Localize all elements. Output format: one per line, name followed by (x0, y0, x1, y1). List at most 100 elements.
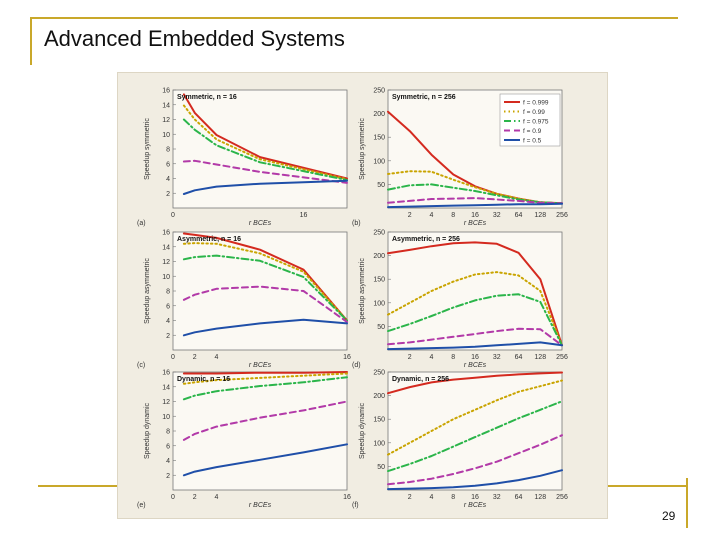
series-line-2 (387, 379, 563, 456)
y-tick-label: 50 (377, 324, 385, 331)
series-line-4 (387, 434, 563, 486)
chart-panel-3 (172, 231, 348, 351)
chart-title: Dynamic, n = 16 (177, 376, 230, 383)
x-tick-label: 4 (215, 494, 219, 501)
y-axis-label: Speedup asymmetric (144, 258, 151, 324)
y-axis-label: Speedup dynamic (359, 402, 366, 459)
x-tick-label: 256 (556, 494, 568, 501)
series-line-5 (182, 443, 348, 477)
x-tick-label: 64 (515, 494, 523, 501)
x-axis-label: r BCEs (464, 502, 487, 509)
x-tick-label: 128 (534, 212, 546, 219)
legend-label: f = 0.99 (523, 109, 545, 116)
x-tick-label: 4 (430, 212, 434, 219)
y-tick-label: 2 (166, 473, 170, 480)
y-tick-label: 4 (166, 458, 170, 465)
y-tick-label: 100 (373, 440, 385, 447)
chart-panel-1 (172, 89, 348, 209)
plot-area (387, 231, 563, 351)
y-tick-label: 6 (166, 161, 170, 168)
x-tick-label: 4 (215, 354, 219, 361)
series-line-4 (182, 285, 348, 323)
y-tick-label: 2 (166, 333, 170, 340)
chart-title: Dynamic, n = 256 (392, 376, 449, 383)
series-line-5 (182, 318, 348, 337)
series-line-1 (182, 232, 348, 322)
y-tick-label: 2 (166, 191, 170, 198)
y-tick-label: 12 (162, 117, 170, 124)
plot-area (172, 371, 348, 491)
y-tick-label: 10 (162, 414, 170, 421)
y-tick-label: 16 (162, 88, 170, 95)
series-line-1 (387, 241, 563, 347)
chart-title: Asymmetric, n = 16 (177, 236, 241, 243)
right-rule (686, 478, 688, 528)
legend-label: f = 0.9 (523, 128, 542, 135)
x-tick-label: 2 (193, 354, 197, 361)
y-tick-label: 8 (166, 147, 170, 154)
x-axis-label: r BCEs (464, 362, 487, 369)
x-tick-label: 8 (451, 212, 455, 219)
series-line-1 (182, 93, 348, 180)
y-tick-label: 200 (373, 111, 385, 118)
series-line-2 (182, 104, 348, 181)
y-tick-label: 6 (166, 303, 170, 310)
x-tick-label: 32 (493, 354, 501, 361)
series-line-3 (387, 293, 563, 347)
panel-label: (a) (137, 220, 146, 227)
series-line-2 (182, 372, 348, 385)
chart-panel-6 (387, 371, 563, 491)
y-axis-label: Speedup asymmetric (359, 258, 366, 324)
y-tick-label: 200 (373, 393, 385, 400)
chart-title: Asymmetric, n = 256 (392, 236, 460, 243)
x-tick-label: 4 (430, 494, 434, 501)
panel-label: (b) (352, 220, 361, 227)
chart-panel-5 (172, 371, 348, 491)
legend-label: f = 0.975 (523, 119, 549, 126)
x-tick-label: 16 (343, 494, 351, 501)
panel-label: (c) (137, 362, 145, 369)
y-axis-label: Speedup symmetric (144, 118, 151, 180)
x-tick-label: 2 (408, 354, 412, 361)
y-axis-label: Speedup symmetric (359, 118, 366, 180)
x-tick-label: 2 (193, 494, 197, 501)
x-tick-label: 2 (408, 212, 412, 219)
x-tick-label: 16 (300, 212, 308, 219)
x-tick-label: 0 (171, 212, 175, 219)
x-tick-label: 4 (430, 354, 434, 361)
y-tick-label: 10 (162, 274, 170, 281)
legend-label: f = 0.5 (523, 138, 542, 145)
series-line-4 (387, 197, 563, 205)
y-tick-label: 14 (162, 384, 170, 391)
y-tick-label: 14 (162, 244, 170, 251)
x-axis-label: r BCEs (249, 220, 272, 227)
chart-panel-4 (387, 231, 563, 351)
y-tick-label: 8 (166, 429, 170, 436)
x-tick-label: 16 (471, 354, 479, 361)
legend-label: f = 0.999 (523, 100, 549, 107)
x-tick-label: 0 (171, 354, 175, 361)
x-axis-label: r BCEs (249, 502, 272, 509)
series-line-2 (387, 271, 563, 347)
x-tick-label: 256 (556, 354, 568, 361)
x-axis-label: r BCEs (464, 220, 487, 227)
x-tick-label: 256 (556, 212, 568, 219)
x-tick-label: 128 (534, 354, 546, 361)
slide-title: Advanced Embedded Systems (44, 26, 345, 51)
series-line-5 (182, 179, 348, 195)
y-tick-label: 4 (166, 318, 170, 325)
x-tick-label: 16 (471, 212, 479, 219)
series-line-4 (182, 159, 348, 184)
page-number: 29 (662, 509, 676, 523)
y-tick-label: 12 (162, 259, 170, 266)
series-line-2 (182, 242, 348, 322)
chart-title: Symmetric, n = 16 (177, 94, 237, 101)
y-tick-label: 100 (373, 158, 385, 165)
y-tick-label: 6 (166, 443, 170, 450)
series-line-1 (182, 371, 348, 375)
y-tick-label: 250 (373, 230, 385, 237)
panel-label: (f) (352, 502, 359, 509)
y-tick-label: 200 (373, 253, 385, 260)
panel-label: (e) (137, 502, 146, 509)
